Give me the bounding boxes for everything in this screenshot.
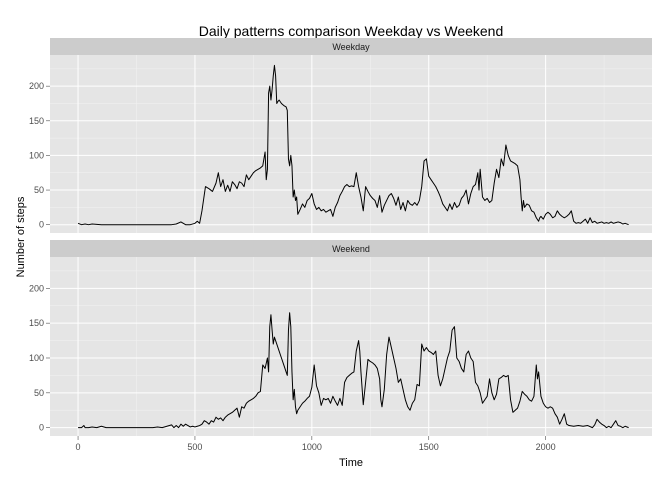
y-tick-label: 50 xyxy=(34,388,44,398)
panel-background-weekend xyxy=(50,257,652,436)
y-tick-labels-weekend: 0 50 100 150 200 xyxy=(29,283,50,433)
y-tick-label: 0 xyxy=(39,423,44,433)
x-axis-title: Time xyxy=(339,457,363,469)
chart-title: Daily patterns comparison Weekday vs Wee… xyxy=(199,23,504,39)
y-tick-label: 0 xyxy=(39,220,44,230)
y-tick-label: 150 xyxy=(29,116,44,126)
gridlines-weekend xyxy=(50,257,652,436)
series-line-weekday xyxy=(77,64,629,226)
y-tick-label: 200 xyxy=(29,81,44,91)
x-tick-label: 0 xyxy=(76,442,81,452)
panel-weekend: Weekend 0 50 100 150 200 xyxy=(29,240,652,436)
y-tick-label: 100 xyxy=(29,150,44,160)
gridlines-weekday xyxy=(50,55,652,233)
x-tick-label: 1000 xyxy=(302,442,322,452)
strip-label-weekend: Weekend xyxy=(332,244,370,254)
y-tick-labels-weekday: 0 50 100 150 200 xyxy=(29,81,50,230)
y-tick-label: 50 xyxy=(34,185,44,195)
y-tick-label: 150 xyxy=(29,318,44,328)
x-tick-label: 2000 xyxy=(536,442,556,452)
x-tick-label: 500 xyxy=(187,442,202,452)
x-tick-labels: 0 500 1000 1500 2000 xyxy=(76,436,556,452)
series-line-weekend xyxy=(78,312,629,429)
panel-weekday: Weekday 0 50 100 150 200 xyxy=(29,38,652,233)
strip-weekday xyxy=(50,38,652,55)
y-tick-label: 200 xyxy=(29,283,44,293)
strip-weekend xyxy=(50,240,652,257)
x-tick-label: 1500 xyxy=(419,442,439,452)
strip-label-weekday: Weekday xyxy=(332,42,370,52)
y-axis-title: Number of steps xyxy=(15,196,27,277)
panel-background-weekday xyxy=(50,55,652,233)
y-tick-label: 100 xyxy=(29,353,44,363)
